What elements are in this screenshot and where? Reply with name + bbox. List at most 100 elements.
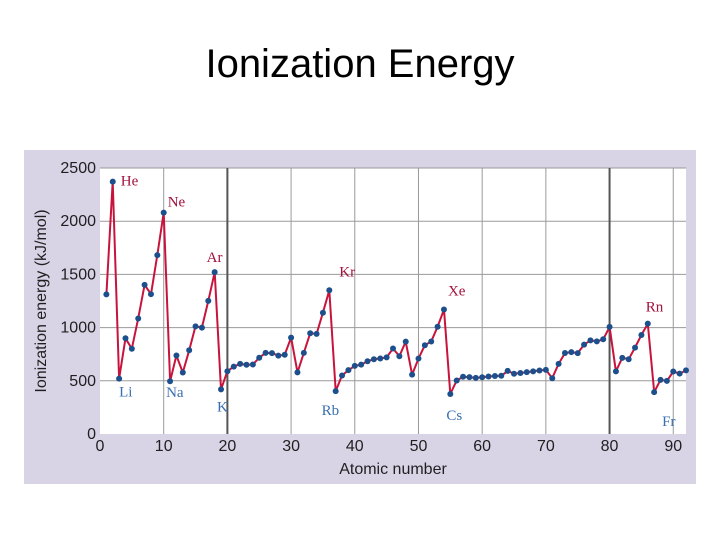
data-point [109, 178, 116, 185]
data-point [593, 338, 600, 345]
data-point [440, 306, 447, 313]
data-point [243, 361, 250, 368]
data-point [434, 323, 441, 330]
data-point [421, 342, 428, 349]
data-point [275, 352, 282, 359]
data-point [663, 377, 670, 384]
data-point [370, 356, 377, 363]
data-point [396, 353, 403, 360]
plot-area [100, 168, 686, 434]
data-point [198, 324, 205, 331]
data-point [364, 358, 371, 365]
data-point [135, 315, 142, 322]
element-label-kr: Kr [339, 264, 355, 280]
data-point [141, 281, 148, 288]
ionization-energy-chart: 0 500 1000 1500 2000 2500 0 10 20 30 40 50 60 70 80 90… [33, 160, 689, 478]
data-point [517, 370, 524, 377]
data-point [491, 373, 498, 380]
data-point [625, 356, 632, 363]
data-point [339, 372, 346, 379]
data-point [676, 370, 683, 377]
data-point [485, 373, 492, 380]
x-axis-title: Atomic number [339, 461, 447, 478]
element-label-ne: Ne [168, 195, 186, 211]
data-point [288, 334, 295, 341]
data-point [351, 362, 358, 369]
data-point [453, 377, 460, 384]
element-label-k: K [217, 399, 228, 415]
data-point [511, 370, 518, 377]
data-point [638, 332, 645, 339]
data-point [116, 375, 123, 382]
element-label-fr: Fr [662, 414, 675, 430]
y-tick-label: 0 [87, 426, 96, 443]
data-point [294, 369, 301, 376]
data-point [402, 338, 409, 345]
data-point [281, 351, 288, 358]
data-point [218, 386, 225, 393]
data-point [561, 350, 568, 357]
data-point [549, 375, 556, 382]
data-point [319, 309, 326, 316]
element-label-li: Li [119, 385, 132, 401]
data-point [600, 336, 607, 343]
x-tick-label: 60 [473, 438, 491, 455]
data-point [103, 291, 110, 298]
data-point [428, 338, 435, 345]
data-point [211, 269, 218, 276]
element-annotations: He Ne Ar Kr Xe Rn Li Na K Rb Cs Fr [119, 174, 675, 431]
y-tick-label: 500 [69, 373, 96, 390]
data-point [300, 349, 307, 356]
data-point [472, 374, 479, 381]
data-point [358, 361, 365, 368]
element-label-ar: Ar [207, 250, 223, 266]
data-point [147, 291, 154, 298]
data-point [237, 360, 244, 367]
data-point [498, 372, 505, 379]
data-point [377, 355, 384, 362]
data-point [632, 344, 639, 351]
data-point [479, 374, 486, 381]
x-tick-label: 10 [155, 438, 173, 455]
data-point [345, 367, 352, 374]
data-point [555, 360, 562, 367]
data-point [192, 323, 199, 330]
data-point [224, 368, 231, 375]
data-point [230, 363, 237, 370]
data-point [205, 297, 212, 304]
data-point [644, 320, 651, 327]
data-point [186, 347, 193, 354]
x-tick-labels: 0 10 20 30 40 50 60 70 80 90 [96, 438, 683, 455]
data-point [326, 287, 333, 294]
element-label-xe: Xe [448, 284, 466, 300]
data-point [612, 368, 619, 375]
data-point [249, 361, 256, 368]
element-label-na: Na [166, 385, 184, 401]
x-tick-label: 50 [410, 438, 428, 455]
data-point [523, 369, 530, 376]
data-point [390, 345, 396, 352]
data-point [574, 350, 581, 357]
element-label-rb: Rb [322, 403, 340, 419]
data-point [447, 390, 454, 397]
data-point [409, 371, 416, 378]
data-point [154, 252, 161, 259]
chart-panel: 0 500 1000 1500 2000 2500 0 10 20 30 40 50 60 70 80 90… [24, 150, 696, 484]
y-tick-label: 2500 [60, 160, 96, 177]
data-point [415, 355, 422, 362]
y-tick-label: 2000 [60, 213, 96, 230]
data-point [542, 366, 549, 373]
data-point [268, 350, 275, 357]
data-point [606, 323, 613, 330]
data-point [313, 330, 320, 337]
data-point [504, 367, 511, 374]
data-point [256, 354, 263, 361]
data-point [683, 367, 689, 374]
element-label-rn: Rn [646, 300, 664, 316]
data-point [122, 335, 129, 342]
data-point [332, 388, 339, 395]
y-tick-label: 1500 [60, 266, 96, 283]
y-tick-label: 1000 [60, 320, 96, 337]
data-point [530, 368, 537, 375]
data-point [167, 378, 174, 385]
